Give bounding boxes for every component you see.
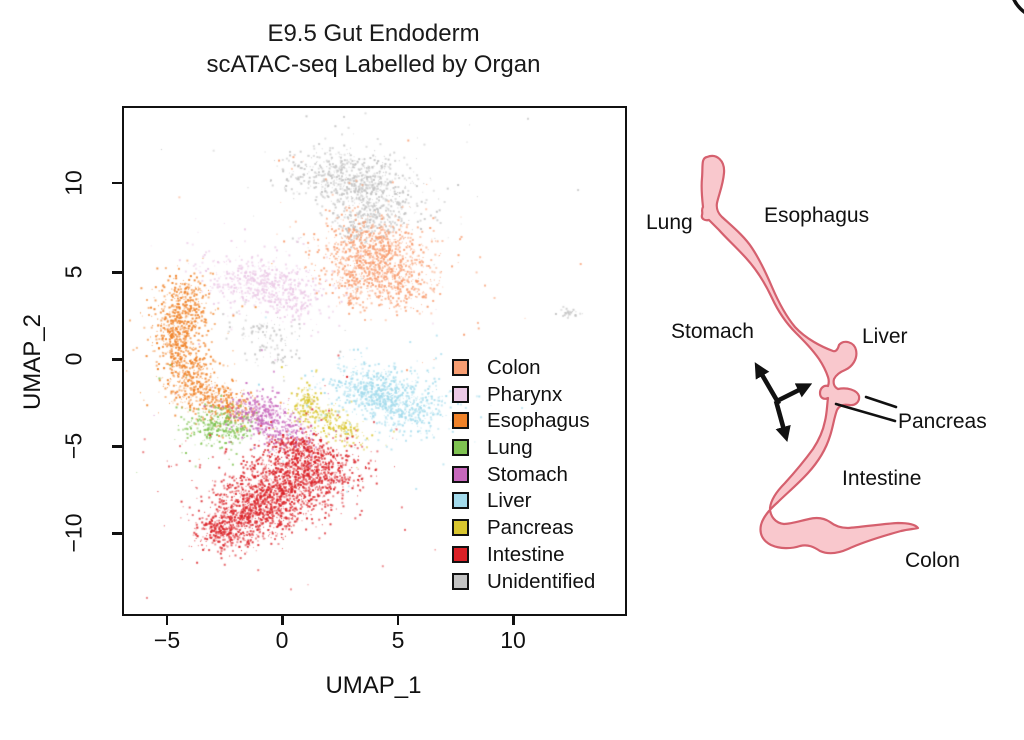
legend-item-lung: Lung: [452, 435, 622, 461]
legend-item-intestine: Intestine: [452, 542, 622, 568]
chart-title: E9.5 Gut Endoderm scATAC-seq Labelled by…: [123, 18, 624, 80]
legend-item-liver: Liver: [452, 488, 622, 514]
organ-label-stomach: Stomach: [671, 320, 754, 343]
legend-item-pancreas: Pancreas: [452, 515, 622, 541]
legend-label-pancreas: Pancreas: [487, 516, 574, 540]
axis-arrows: [754, 362, 813, 443]
x-tick-label: −5: [153, 627, 181, 653]
corner-circle-arc: [1012, 0, 1024, 14]
legend-swatch-colon: [452, 359, 469, 376]
chart-title-line1: E9.5 Gut Endoderm: [267, 20, 480, 47]
legend-swatch-unidentified: [452, 572, 469, 590]
y-tick-label: 5: [60, 265, 87, 279]
x-tick-mark: [396, 615, 400, 625]
legend-label-stomach: Stomach: [487, 462, 568, 486]
legend-swatch-pancreas: [452, 519, 469, 537]
x-tick-mark: [281, 615, 284, 625]
x-tick-label: 10: [500, 627, 526, 653]
arrow-down: [773, 400, 791, 443]
pancreas-pointer-line-upper: [864, 395, 898, 409]
legend-label-pharynx: Pharynx: [487, 382, 563, 406]
x-axis-label: UMAP_1: [325, 672, 422, 699]
legend-label-unidentified: Unidentified: [487, 569, 596, 593]
legend-swatch-liver: [452, 492, 469, 510]
legend-label-intestine: Intestine: [487, 542, 565, 566]
legend-item-pharynx: Pharynx: [452, 382, 622, 408]
gut-tube-outline: [700, 154, 920, 555]
organ-label-liver: Liver: [862, 325, 908, 348]
x-tick-mark: [512, 615, 515, 625]
x-tick-label: 0: [275, 627, 289, 653]
organ-label-colon: Colon: [905, 549, 960, 572]
legend-item-esophagus: Esophagus: [452, 408, 622, 434]
organ-label-esophagus: Esophagus: [764, 204, 870, 227]
y-tick-label: −5: [60, 432, 87, 460]
organ-label-lung: Lung: [646, 211, 693, 234]
legend-swatch-intestine: [452, 545, 469, 563]
legend: Colon Pharynx Esophagus Lung Stomach Liv…: [452, 355, 622, 595]
y-tick-label: −10: [60, 513, 87, 553]
y-tick-mark: [111, 532, 122, 535]
legend-swatch-stomach: [452, 465, 469, 483]
legend-item-colon: Colon: [452, 355, 622, 381]
x-tick-label: 5: [391, 627, 405, 653]
legend-swatch-esophagus: [452, 412, 469, 430]
legend-label-lung: Lung: [487, 436, 533, 460]
pancreas-pointer-line-lower: [834, 402, 897, 423]
y-tick-label: 10: [60, 170, 87, 196]
y-tick-mark: [111, 358, 122, 361]
legend-item-stomach: Stomach: [452, 462, 622, 488]
legend-item-unidentified: Unidentified: [452, 569, 622, 595]
legend-label-colon: Colon: [487, 356, 541, 379]
plot-frame: [121, 105, 627, 616]
legend-label-esophagus: Esophagus: [487, 409, 590, 433]
y-axis-label: UMAP_2: [19, 313, 46, 411]
y-tick-label: 0: [60, 352, 87, 366]
y-tick-mark: [111, 181, 122, 185]
arrow-up-right: [775, 383, 813, 404]
legend-swatch-pharynx: [452, 385, 469, 403]
legend-swatch-lung: [452, 439, 469, 457]
y-tick-mark: [111, 445, 122, 448]
gut-diagram-svg: [700, 154, 920, 555]
legend-label-liver: Liver: [487, 489, 532, 513]
x-tick-mark: [165, 615, 169, 625]
arrow-up-left: [754, 362, 781, 406]
y-tick-mark: [111, 271, 122, 274]
organ-label-intestine: Intestine: [842, 467, 922, 490]
umap-canvas: [124, 108, 625, 614]
organ-label-pancreas: Pancreas: [898, 410, 987, 433]
chart-title-line2: scATAC-seq Labelled by Organ: [206, 51, 541, 78]
